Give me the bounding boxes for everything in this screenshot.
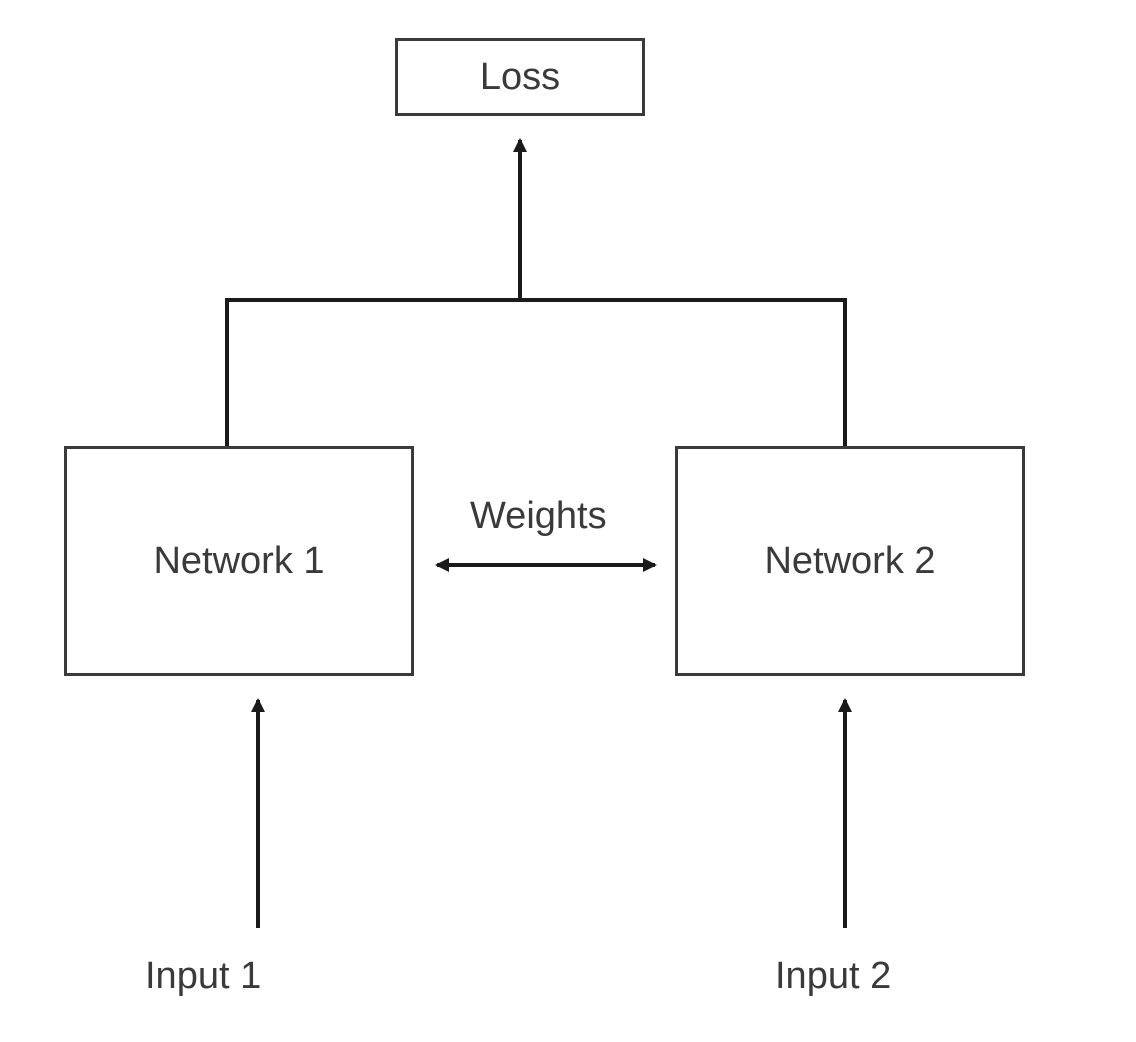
node-network1-label: Network 1 (153, 540, 324, 583)
label-weights: Weights (470, 495, 607, 538)
node-network1: Network 1 (64, 446, 414, 676)
node-network2-label: Network 2 (764, 540, 935, 583)
label-input2-text: Input 2 (775, 955, 891, 998)
siamese-network-diagram: Loss Network 1 Network 2 Weights Input 1… (0, 0, 1136, 1042)
edge-merge-path (227, 300, 845, 446)
node-loss: Loss (395, 38, 645, 116)
label-input2: Input 2 (775, 955, 891, 998)
label-input1-text: Input 1 (145, 955, 261, 998)
node-network2: Network 2 (675, 446, 1025, 676)
label-weights-text: Weights (470, 495, 607, 538)
label-input1: Input 1 (145, 955, 261, 998)
node-loss-label: Loss (480, 56, 560, 99)
